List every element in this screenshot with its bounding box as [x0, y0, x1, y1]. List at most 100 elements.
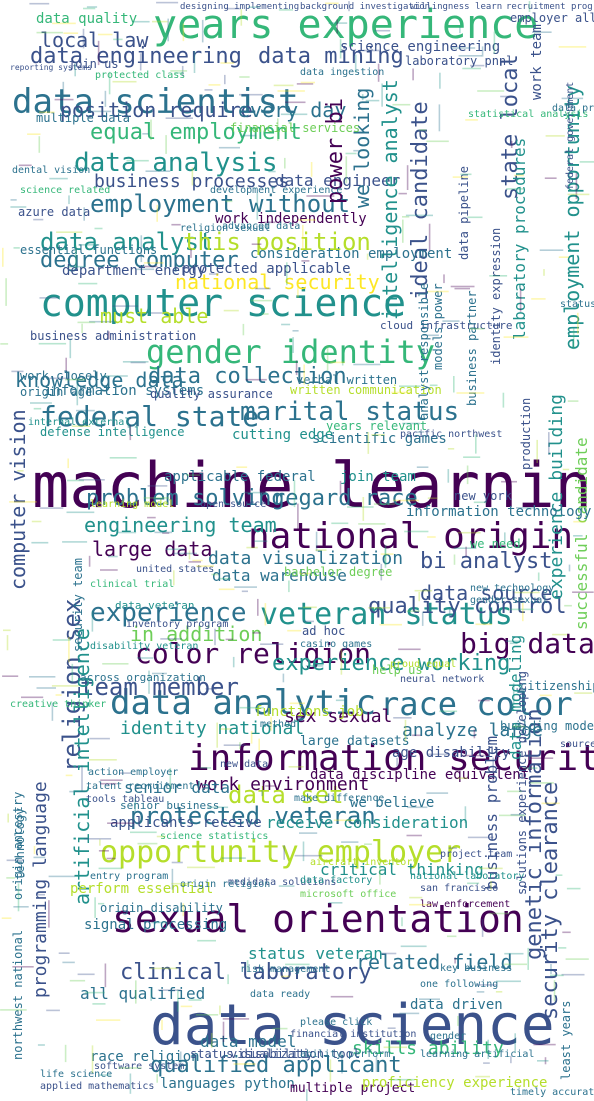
- word: successful candidate: [572, 437, 591, 630]
- word: multiple project: [290, 1081, 416, 1096]
- micro-word-mark: [299, 832, 318, 834]
- word: data analyst: [40, 228, 214, 256]
- word: critical thinking: [320, 860, 484, 879]
- micro-word-mark: [450, 285, 475, 288]
- word: advanced data: [222, 221, 301, 232]
- word: background investigation: [300, 2, 431, 12]
- word: data factory: [300, 875, 373, 886]
- micro-word-mark: [2, 675, 19, 677]
- word: protected class: [95, 70, 186, 81]
- word: proud equal: [390, 659, 457, 670]
- micro-word-mark: [62, 541, 88, 543]
- word: position require: [60, 98, 253, 122]
- word: building model: [500, 719, 594, 733]
- word: employer all: [510, 11, 594, 25]
- micro-word-mark: [438, 104, 441, 132]
- word: religion sexual: [180, 223, 271, 234]
- word: qualified applicant: [150, 1053, 402, 1078]
- word: national security: [175, 270, 380, 294]
- micro-word-mark: [6, 635, 9, 651]
- word: san francisco: [420, 883, 499, 894]
- word: gender: [430, 1031, 467, 1042]
- word: data mining: [258, 44, 404, 69]
- word: data driven: [410, 997, 503, 1013]
- micro-word-mark: [38, 136, 41, 153]
- micro-word-mark: [300, 81, 315, 84]
- micro-word-mark: [64, 1044, 67, 1063]
- word: local law: [40, 28, 149, 52]
- word: new york: [454, 489, 512, 503]
- word: data visualization: [208, 548, 404, 569]
- word: opportunity employer: [100, 835, 462, 870]
- micro-word-mark: [38, 342, 67, 345]
- word: learning artificial: [420, 1049, 535, 1060]
- word: receive consideration: [266, 813, 469, 832]
- word: sex sexual: [284, 706, 393, 727]
- word: science engineering: [340, 39, 501, 55]
- word: entry program: [90, 871, 169, 882]
- micro-word-mark: [36, 687, 56, 689]
- word: internal external: [28, 417, 131, 428]
- word: machine learning: [32, 449, 594, 522]
- word: please click: [300, 1017, 373, 1028]
- word: identity national: [120, 718, 305, 739]
- word: cloud infrastructure: [380, 319, 513, 332]
- word: sexual orientation: [112, 897, 524, 941]
- micro-word-mark: [13, 247, 20, 249]
- micro-word-mark: [62, 961, 75, 964]
- word: new technology: [470, 583, 555, 594]
- word: ad hoc: [302, 624, 346, 638]
- word: information technology: [406, 504, 592, 520]
- word: learning model: [90, 499, 175, 510]
- micro-word-mark: [29, 2, 50, 5]
- word: color religion: [135, 637, 372, 670]
- word: data engineering: [30, 44, 242, 69]
- word: computer vision: [6, 409, 30, 590]
- word: in addition: [130, 622, 263, 646]
- word: origin religion: [180, 879, 271, 890]
- micro-word-mark: [561, 973, 585, 976]
- word: information security: [188, 738, 594, 779]
- word: business processes: [94, 171, 290, 192]
- word: law enforcement: [420, 899, 511, 910]
- micro-word-mark: [37, 1044, 45, 1046]
- word: science related: [20, 185, 111, 196]
- word: recruitment program: [506, 2, 594, 12]
- micro-word-mark: [3, 629, 11, 632]
- word: ability perform: [300, 1049, 391, 1060]
- word: statistical analysis: [468, 109, 589, 120]
- word: large data: [92, 537, 213, 561]
- word: defense intelligence: [40, 425, 185, 439]
- micro-word-mark: [2, 247, 4, 267]
- word: functions job: [254, 704, 364, 720]
- word: citizenship status: [520, 679, 594, 693]
- micro-word-mark: [31, 541, 49, 544]
- word: related field: [356, 950, 513, 974]
- micro-word-mark: [400, 945, 427, 948]
- word: laboratory procedures: [510, 137, 529, 340]
- micro-word-mark: [102, 663, 129, 665]
- micro-word-mark: [443, 274, 445, 284]
- word: national origin: [248, 516, 574, 557]
- micro-word-mark: [68, 195, 70, 205]
- word: least years: [559, 1000, 573, 1080]
- word: data pipeline: [457, 166, 471, 260]
- word: equal employment: [90, 120, 302, 145]
- micro-word-mark: [100, 569, 118, 571]
- word: federal government: [565, 81, 576, 190]
- micro-word-mark: [27, 133, 41, 135]
- word: solutions experience developing: [515, 671, 529, 895]
- micro-word-mark: [94, 897, 96, 918]
- word: information systems: [44, 383, 205, 399]
- word: help us: [372, 663, 423, 677]
- word: proficiency experience: [362, 1075, 548, 1091]
- micro-word-mark: [88, 555, 91, 567]
- micro-word-mark: [292, 330, 299, 332]
- word: senior business: [120, 799, 220, 812]
- word: business partner: [465, 290, 479, 406]
- word: skills ability: [352, 1038, 504, 1059]
- micro-word-mark: [130, 361, 146, 364]
- word: life science: [40, 1069, 113, 1080]
- word: status disability: [190, 1047, 313, 1061]
- micro-word-mark: [77, 973, 95, 976]
